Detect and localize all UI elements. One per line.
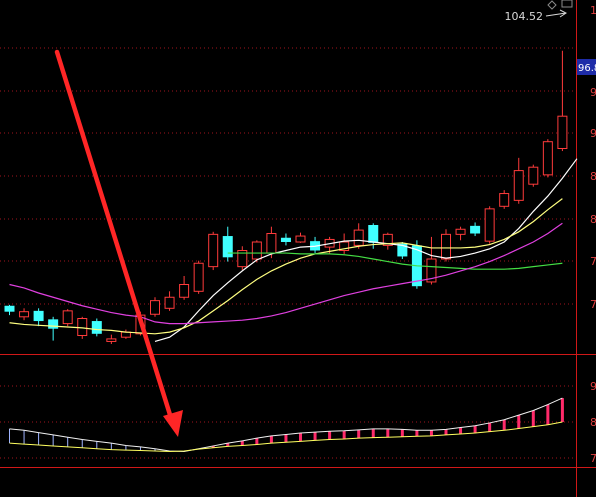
candle-body [557,115,568,149]
candlesticks [4,50,568,344]
arrow-head [163,410,183,437]
price-tick-label: 8 [590,170,596,183]
indicator-tick-label: 8 [590,416,596,429]
candle-body [150,300,160,315]
current-price-label: 96.8 [578,63,596,74]
candle-body [280,237,291,242]
current-price-badge [577,59,596,75]
candle-body [426,258,437,283]
diamond-icon [547,0,557,10]
candle-body [251,241,262,260]
candle-body [339,241,350,251]
candle-body [193,262,204,292]
candle-body [484,208,495,242]
high-price-pointer [545,12,567,17]
price-tick-label: 8 [590,213,596,226]
candle-body [4,305,15,312]
indicator-lines [9,397,563,452]
candle-body [62,310,73,325]
candle-body [164,296,175,309]
candle-body [91,321,102,334]
candle-body [455,228,466,235]
candle-body [77,318,88,336]
moving-average-line [9,222,563,325]
panel-icon [561,0,573,8]
top-right-icons [547,0,573,10]
high-price-label: 104.52 [505,10,544,23]
candle-body [499,193,510,207]
candle-body [368,225,379,243]
candle-body [237,250,248,268]
sub-panel-grid [0,385,576,459]
candle-body [470,225,481,234]
candle-body [382,233,393,246]
candle-body [106,338,117,342]
price-tick-label: 9 [590,127,596,140]
candle-body [528,166,539,185]
high-annotation: 104.52 [505,9,567,23]
candle-body [353,229,364,246]
moving-average-lines [9,158,578,343]
price-tick-label: 9 [590,86,596,99]
candle-body [266,233,277,254]
price-tick-label: 1 [590,4,596,17]
moving-average-line [154,158,578,343]
moving-average-line [227,252,563,270]
indicator-bars [9,398,564,452]
candle-body [208,233,219,268]
red-arrow-annotation [54,49,183,437]
arrow-shaft [54,49,174,421]
price-axis: 1 9 9 8 8 7 7 9 8 7 96.8 [577,4,596,465]
candle-body [295,235,306,243]
indicator-tick-label: 7 [590,452,596,465]
candle-body [222,236,233,258]
moving-average-line [9,198,563,335]
candle-body [19,311,30,318]
candle-body [542,141,553,176]
candle-body [441,233,451,260]
candle-body [33,310,44,322]
indicator-lower-line [9,421,563,452]
candle-body [179,284,190,298]
candle-body [513,170,524,201]
high-price-pointer-head [559,9,567,18]
candle-body [397,243,408,257]
candle-body [48,319,59,329]
indicator-upper-line [9,397,563,452]
price-tick-label: 7 [590,298,596,311]
indicator-tick-label: 9 [590,380,596,393]
price-tick-label: 7 [590,255,596,268]
